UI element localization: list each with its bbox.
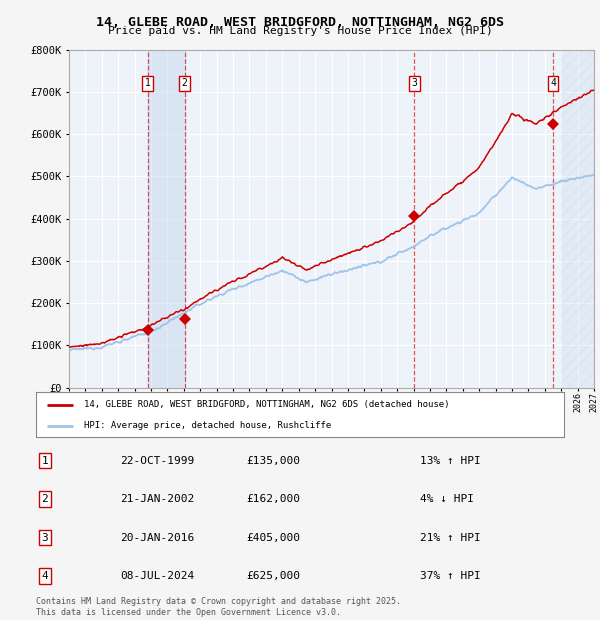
Text: Price paid vs. HM Land Registry's House Price Index (HPI): Price paid vs. HM Land Registry's House … [107,26,493,36]
Text: 37% ↑ HPI: 37% ↑ HPI [420,571,481,581]
Text: 20-JAN-2016: 20-JAN-2016 [120,533,194,542]
Text: Contains HM Land Registry data © Crown copyright and database right 2025.
This d: Contains HM Land Registry data © Crown c… [36,598,401,617]
Text: 14, GLEBE ROAD, WEST BRIDGFORD, NOTTINGHAM, NG2 6DS (detached house): 14, GLEBE ROAD, WEST BRIDGFORD, NOTTINGH… [83,401,449,409]
Text: 14, GLEBE ROAD, WEST BRIDGFORD, NOTTINGHAM, NG2 6DS: 14, GLEBE ROAD, WEST BRIDGFORD, NOTTINGH… [96,16,504,29]
Text: 22-OCT-1999: 22-OCT-1999 [120,456,194,466]
Bar [561,50,594,388]
Text: 4: 4 [550,78,556,89]
Text: 2: 2 [182,78,188,89]
Text: 08-JUL-2024: 08-JUL-2024 [120,571,194,581]
Text: £135,000: £135,000 [246,456,300,466]
Text: £405,000: £405,000 [246,533,300,542]
Text: 4: 4 [41,571,49,581]
Text: 2: 2 [41,494,49,504]
Text: 1: 1 [145,78,151,89]
Text: HPI: Average price, detached house, Rushcliffe: HPI: Average price, detached house, Rush… [83,422,331,430]
Bar [148,50,185,388]
Text: 3: 3 [41,533,49,542]
Text: 13% ↑ HPI: 13% ↑ HPI [420,456,481,466]
Text: 4% ↓ HPI: 4% ↓ HPI [420,494,474,504]
Text: 21-JAN-2002: 21-JAN-2002 [120,494,194,504]
Text: 3: 3 [412,78,417,89]
Text: £625,000: £625,000 [246,571,300,581]
Text: 21% ↑ HPI: 21% ↑ HPI [420,533,481,542]
Text: 1: 1 [41,456,49,466]
Text: £162,000: £162,000 [246,494,300,504]
